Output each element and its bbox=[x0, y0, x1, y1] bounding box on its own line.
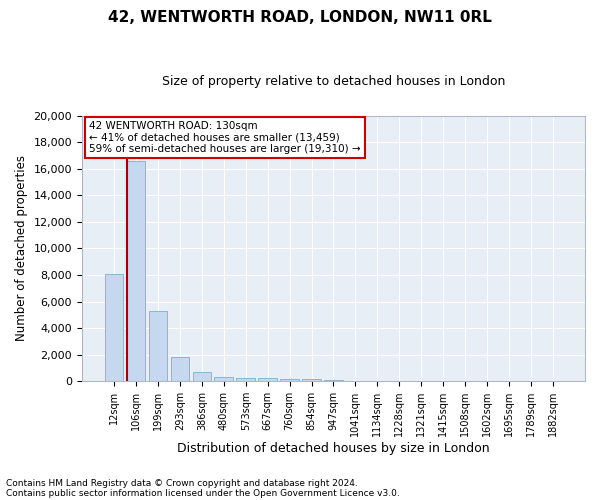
Bar bbox=[170, 356, 189, 381]
Bar bbox=[105, 274, 124, 381]
Bar bbox=[324, 380, 343, 381]
X-axis label: Distribution of detached houses by size in London: Distribution of detached houses by size … bbox=[177, 442, 490, 455]
Bar bbox=[127, 160, 145, 381]
Bar bbox=[236, 378, 255, 381]
Text: 42, WENTWORTH ROAD, LONDON, NW11 0RL: 42, WENTWORTH ROAD, LONDON, NW11 0RL bbox=[108, 10, 492, 25]
Bar bbox=[280, 379, 299, 381]
Text: Contains public sector information licensed under the Open Government Licence v3: Contains public sector information licen… bbox=[6, 488, 400, 498]
Bar bbox=[149, 311, 167, 381]
Title: Size of property relative to detached houses in London: Size of property relative to detached ho… bbox=[162, 75, 505, 88]
Text: 42 WENTWORTH ROAD: 130sqm
← 41% of detached houses are smaller (13,459)
59% of s: 42 WENTWORTH ROAD: 130sqm ← 41% of detac… bbox=[89, 121, 361, 154]
Bar bbox=[302, 380, 321, 381]
Bar bbox=[214, 376, 233, 381]
Bar bbox=[259, 378, 277, 381]
Y-axis label: Number of detached properties: Number of detached properties bbox=[15, 156, 28, 342]
Text: Contains HM Land Registry data © Crown copyright and database right 2024.: Contains HM Land Registry data © Crown c… bbox=[6, 478, 358, 488]
Bar bbox=[193, 372, 211, 381]
